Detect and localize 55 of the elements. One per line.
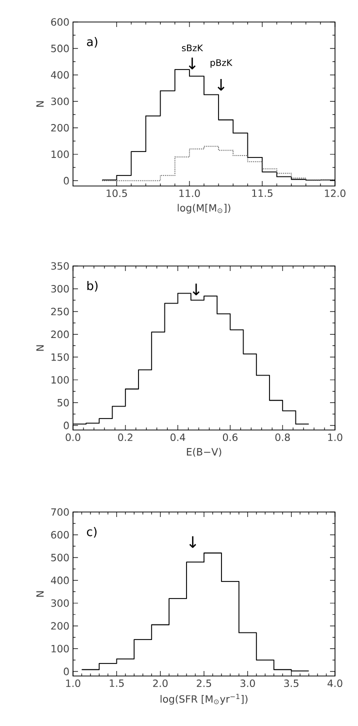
annotation: b) xyxy=(87,280,98,292)
y-tick-label: 600 xyxy=(51,18,69,26)
y-tick-label: 50 xyxy=(58,398,69,406)
y-tick-label: 300 xyxy=(51,284,69,293)
x-tick-label: 0.4 xyxy=(170,434,186,442)
y-tick-label: 300 xyxy=(51,599,69,607)
y-axis-title: N xyxy=(36,591,44,597)
y-tick-label: 100 xyxy=(52,150,69,158)
x-tick-label: 12.0 xyxy=(325,190,346,198)
x-tick-label: 1.5 xyxy=(110,680,124,687)
y-tick-label: 100 xyxy=(52,644,69,652)
y-tick-label: 200 xyxy=(51,622,69,630)
y-tick-label: 300 xyxy=(51,98,69,106)
x-tick-label: 0.0 xyxy=(66,434,80,442)
x-tick-label: 2.5 xyxy=(196,680,212,688)
y-tick-label: 250 xyxy=(51,308,69,316)
annotation: ↓ xyxy=(218,78,224,91)
x-tick-label: 1.0 xyxy=(328,434,342,442)
annotation: ↓ xyxy=(188,58,196,70)
y-tick-label: 100 xyxy=(52,376,69,384)
x-tick-label: 11.5 xyxy=(252,190,272,197)
x-tick-label: 4.0 xyxy=(328,680,342,688)
y-tick-label: 0 xyxy=(64,668,69,676)
y-tick-label: 400 xyxy=(50,71,69,79)
y-tick-label: 350 xyxy=(51,262,69,270)
annotation: ↓ xyxy=(192,284,200,296)
y-tick-label: 500 xyxy=(51,44,69,52)
x-tick-label: 0.2 xyxy=(118,434,132,442)
x-tick-label: 1.0 xyxy=(66,680,80,688)
y-tick-label: 150 xyxy=(52,353,69,361)
y-tick-label: 0 xyxy=(64,176,69,184)
y-axis-title: N xyxy=(36,345,44,351)
y-tick-label: 400 xyxy=(50,576,69,584)
annotation: sBzK xyxy=(182,44,204,52)
y-axis-title: N xyxy=(36,101,44,107)
x-tick-label: 11.0 xyxy=(179,190,200,198)
x-tick-label: 3.5 xyxy=(284,680,298,688)
x-tick-label: 10.5 xyxy=(106,190,127,198)
annotation: pBzK xyxy=(210,59,232,68)
x-axis-title: log(M[M$_{⊙}$]) xyxy=(178,204,230,214)
x-tick-label: 3.0 xyxy=(240,680,255,688)
y-tick-label: 600 xyxy=(51,531,69,539)
y-tick-label: 700 xyxy=(51,508,69,516)
y-tick-label: 500 xyxy=(51,554,69,562)
y-tick-label: 200 xyxy=(51,330,69,338)
x-axis-title: log(SFR [M$_{⊙}$yr$^{−1}$]) xyxy=(160,694,248,705)
annotation: a) xyxy=(87,36,98,48)
y-tick-label: 0 xyxy=(64,422,69,430)
annotation: c) xyxy=(86,526,97,538)
annotation: ↓ xyxy=(189,536,196,548)
x-tick-label: 0.8 xyxy=(275,434,290,442)
x-axis-title: E(B−V) xyxy=(186,448,222,457)
y-tick-label: 200 xyxy=(51,124,69,132)
x-tick-label: 2.0 xyxy=(153,680,168,688)
x-tick-label: 0.6 xyxy=(222,434,238,442)
